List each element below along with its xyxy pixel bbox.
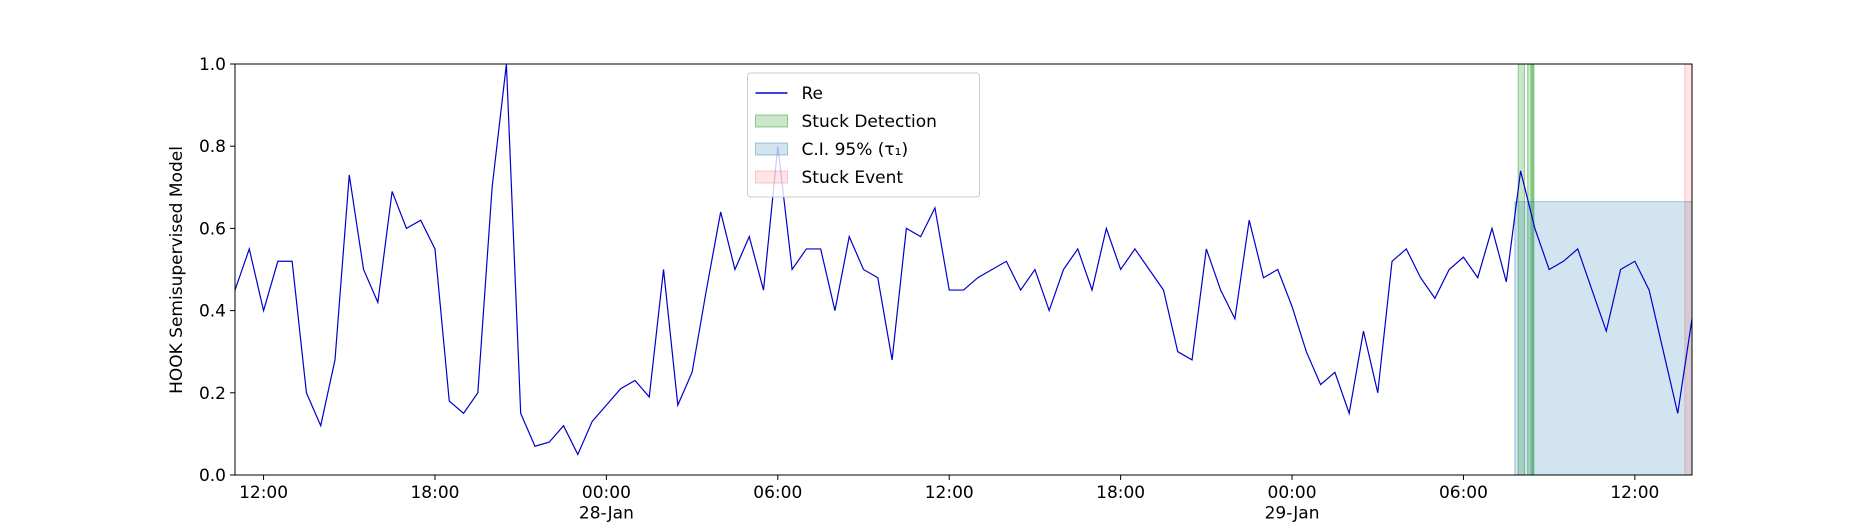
span — [1514, 201, 1693, 476]
y-tick-label: 0.4 — [199, 302, 226, 322]
y-tick-label: 0.6 — [199, 219, 226, 239]
x-tick-label: 18:00 — [410, 483, 459, 503]
y-tick-label: 1.0 — [199, 55, 226, 75]
legend-patch — [755, 142, 788, 156]
x-tick-label: 12:00 — [925, 483, 974, 503]
legend-label: Stuck Event — [802, 168, 904, 188]
x-tick-label: 06:00 — [753, 483, 802, 503]
legend-label: Re — [802, 84, 824, 104]
legend-patch — [755, 170, 788, 184]
legend-box — [747, 72, 980, 198]
legend-label: C.I. 95% (τ₁) — [802, 140, 909, 160]
x-tick-label: 06:00 — [1439, 483, 1488, 503]
x-tick-label: 00:00 29-Jan — [1265, 483, 1320, 523]
x-tick-label: 12:00 — [239, 483, 288, 503]
y-tick-label: 0.2 — [199, 384, 226, 404]
legend-patch — [755, 114, 788, 128]
y-tick-label: 0.0 — [199, 466, 226, 486]
data-line — [235, 64, 1692, 456]
span — [1684, 63, 1693, 476]
x-tick-label: 12:00 — [1610, 483, 1659, 503]
x-tick-label: 18:00 — [1096, 483, 1145, 503]
legend-label: Stuck Detection — [802, 112, 937, 132]
plot-frame — [234, 63, 1693, 476]
y-tick-label: 0.8 — [199, 137, 226, 157]
y-axis-label: HOOK Semisupervised Model — [167, 146, 187, 394]
